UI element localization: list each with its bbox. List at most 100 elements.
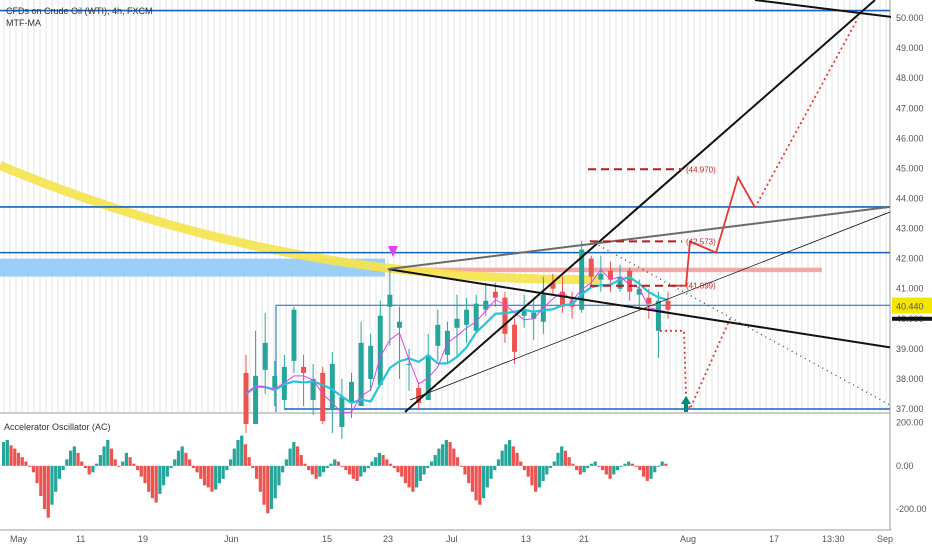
oscillator-bar bbox=[262, 465, 266, 505]
oscillator-bar bbox=[54, 465, 58, 492]
oscillator-bar bbox=[135, 465, 140, 471]
candle-body bbox=[636, 288, 642, 295]
oscillator-bar bbox=[612, 465, 616, 475]
oscillator-bar bbox=[98, 455, 102, 466]
oscillator-bar bbox=[87, 465, 91, 475]
candle-body bbox=[310, 378, 316, 400]
oscillator-bar bbox=[441, 444, 445, 466]
teal-up-arrow bbox=[681, 396, 691, 404]
candle-body bbox=[531, 312, 537, 319]
candle-body bbox=[272, 375, 278, 388]
time-tick-label: 23 bbox=[383, 534, 393, 544]
oscillator-bar bbox=[13, 448, 17, 466]
price-tick-label: 41.000 bbox=[896, 284, 924, 294]
oscillator-bar bbox=[191, 465, 195, 468]
oscillator-bar bbox=[608, 465, 612, 479]
oscillator-bar bbox=[143, 465, 147, 484]
oscillator-bar bbox=[310, 465, 315, 475]
oscillator-bar bbox=[586, 465, 590, 468]
oscillator-bar bbox=[641, 465, 646, 477]
symbol-title: CFDs on Crude Oil (WTI), 4h, FXCM bbox=[6, 6, 153, 16]
oscillator-bar bbox=[452, 448, 456, 466]
oscillator-bar bbox=[433, 455, 437, 466]
candle-body bbox=[253, 375, 259, 425]
oscillator-bar bbox=[348, 465, 352, 475]
time-tick-label: 21 bbox=[579, 534, 589, 544]
candle-body bbox=[627, 270, 633, 292]
oscillator-bar bbox=[39, 465, 43, 497]
time-tick-label: 11 bbox=[76, 534, 85, 544]
oscillator-bar bbox=[236, 439, 240, 466]
candle-body bbox=[329, 363, 335, 409]
time-tick-label: Jul bbox=[446, 534, 458, 544]
time-tick-label: 15 bbox=[322, 534, 332, 544]
price-tick-label: 46.000 bbox=[896, 133, 924, 143]
oscillator-bar bbox=[128, 457, 132, 466]
oscillator-bar bbox=[515, 452, 519, 466]
ma-yellow-band bbox=[0, 161, 601, 285]
candle-body bbox=[473, 303, 479, 331]
candle-body bbox=[579, 249, 585, 310]
oscillator-bar bbox=[139, 465, 143, 477]
time-tick-label: 19 bbox=[138, 534, 148, 544]
oscillator-bar bbox=[493, 465, 497, 471]
oscillator-bar bbox=[563, 450, 568, 466]
ma-band bbox=[0, 161, 601, 285]
trendline-down bbox=[387, 268, 891, 349]
oscillator-bar bbox=[247, 457, 251, 466]
candle-body bbox=[368, 345, 374, 379]
oscillator-bar bbox=[228, 459, 233, 466]
oscillator-bar bbox=[340, 465, 344, 467]
oscillator-bar bbox=[366, 465, 370, 468]
oscillator-bar bbox=[266, 465, 270, 514]
oscillator-bar bbox=[653, 465, 657, 473]
oscillator-bar bbox=[65, 459, 69, 466]
oscillator-bar bbox=[414, 465, 419, 488]
oscillator-bar bbox=[28, 465, 32, 467]
teal-up-arrow-stem bbox=[684, 404, 688, 412]
candle-body bbox=[598, 273, 604, 280]
time-tick-label: Sep bbox=[877, 534, 893, 544]
oscillator-bar bbox=[597, 465, 601, 467]
oscillator-bar bbox=[50, 465, 54, 505]
oscillator-bar bbox=[411, 465, 415, 492]
oscillator-bar bbox=[176, 450, 181, 466]
oscillator-bar bbox=[109, 448, 114, 466]
oscillator-bar bbox=[150, 465, 155, 499]
oscillator-bar bbox=[106, 439, 110, 466]
oscillator-bar bbox=[184, 452, 188, 466]
candle-body bbox=[358, 342, 364, 406]
oscillator-bar bbox=[656, 465, 661, 467]
oscillator-bar bbox=[392, 465, 396, 468]
candle-body bbox=[607, 270, 613, 280]
price-tick-label: 42.000 bbox=[896, 254, 924, 264]
time-tick-label: 17 bbox=[769, 534, 779, 544]
oscillator-bar bbox=[5, 439, 9, 466]
trendlines bbox=[387, 0, 932, 413]
oscillator-bar bbox=[277, 465, 281, 486]
oscillator-bar bbox=[80, 461, 84, 466]
oscillator-bar bbox=[574, 465, 579, 471]
blue-zone bbox=[0, 258, 385, 277]
candle-body bbox=[492, 291, 498, 298]
oscillator-bar bbox=[284, 459, 288, 466]
annotation-label: (42.573) bbox=[686, 237, 716, 246]
price-tick-label: 38.000 bbox=[896, 374, 924, 384]
projection-solid-path bbox=[672, 175, 756, 287]
candle-body bbox=[483, 300, 489, 310]
oscillator-bar bbox=[385, 459, 389, 466]
oscillator-bar bbox=[288, 448, 292, 466]
oscillator-bar bbox=[336, 461, 341, 466]
oscillator-bar bbox=[132, 463, 136, 466]
oscillator-bar bbox=[541, 465, 545, 481]
price-tick-label: 49.000 bbox=[896, 43, 924, 53]
oscillator-bar bbox=[154, 465, 158, 503]
candle-body bbox=[454, 318, 460, 328]
ma-pink bbox=[245, 268, 669, 414]
oscillator-bar bbox=[474, 465, 478, 501]
price-tick-label: 37.000 bbox=[896, 404, 924, 414]
oscillator-bar bbox=[467, 465, 471, 484]
oscillator-bar bbox=[619, 465, 623, 467]
oscillator-tick-label: 0.00 bbox=[896, 461, 914, 471]
oscillator-bar bbox=[57, 465, 62, 479]
